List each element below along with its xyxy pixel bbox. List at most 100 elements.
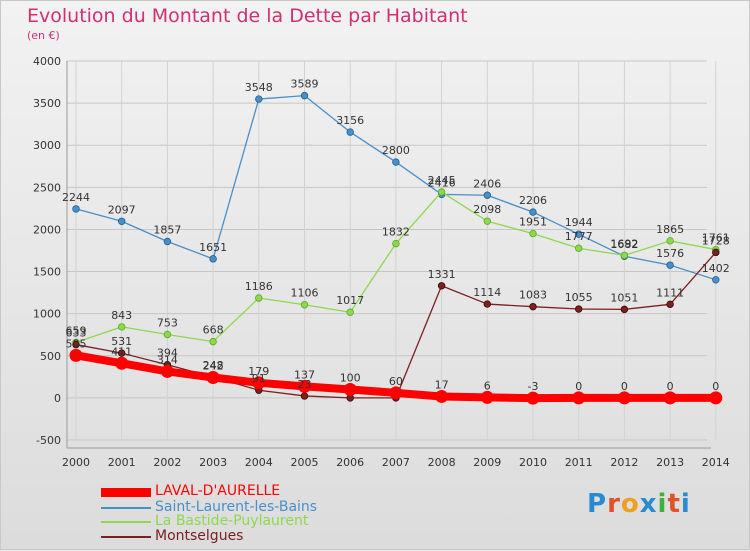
data-label: 17 xyxy=(435,378,449,391)
data-label: 0 xyxy=(667,380,674,393)
proxiti-logo: Proxiti xyxy=(587,489,691,519)
data-label: 2445 xyxy=(428,174,456,187)
data-point xyxy=(529,302,537,311)
data-label: 2416 xyxy=(428,176,456,189)
x-tick-label: 2003 xyxy=(199,456,227,469)
x-tick-label: 2010 xyxy=(519,456,547,469)
x-tick-label: 2005 xyxy=(291,456,319,469)
data-label: 1114 xyxy=(473,286,501,299)
data-label: 1111 xyxy=(656,286,684,299)
data-label: 0 xyxy=(712,380,719,393)
data-label: 1017 xyxy=(336,294,364,307)
data-label: 411 xyxy=(111,345,132,358)
data-label: 1832 xyxy=(382,226,410,239)
data-label: 60 xyxy=(389,375,403,388)
legend-label-saint-laurent: Saint-Laurent-les-Bains xyxy=(155,499,318,515)
logo-letter: P xyxy=(587,489,608,519)
data-point xyxy=(115,356,129,370)
y-tick-label: -500 xyxy=(36,434,61,447)
data-label: 91 xyxy=(252,372,266,385)
data-point xyxy=(117,323,126,331)
data-label: 1728 xyxy=(702,234,730,247)
x-tick-label: 2014 xyxy=(702,456,730,469)
data-label: 248 xyxy=(203,359,224,372)
data-point xyxy=(72,205,80,213)
x-tick-label: 2011 xyxy=(565,456,593,469)
data-label: 668 xyxy=(203,324,224,337)
x-tick-label: 2001 xyxy=(108,456,136,469)
data-point xyxy=(300,392,309,400)
data-point xyxy=(163,330,172,339)
data-label: 1951 xyxy=(519,216,547,229)
data-point xyxy=(529,208,537,216)
x-tick-label: 2004 xyxy=(245,456,273,469)
data-point xyxy=(298,379,311,393)
data-point xyxy=(526,391,540,405)
legend-swatch-laval xyxy=(101,488,151,497)
axes: -500050010001500200025003000350040002000… xyxy=(33,55,730,469)
logo-letter: x xyxy=(639,489,658,519)
chart-title: Evolution du Montant de la Dette par Hab… xyxy=(27,5,468,27)
y-tick-label: 3500 xyxy=(33,97,61,110)
data-label: 3589 xyxy=(291,78,319,91)
logo-letter: i xyxy=(680,489,691,519)
data-label: 1186 xyxy=(245,280,273,293)
data-label: 843 xyxy=(111,309,132,322)
data-point xyxy=(666,261,674,269)
data-point xyxy=(483,191,491,199)
data-label: 242 xyxy=(203,360,224,373)
data-point xyxy=(389,386,403,400)
y-tick-label: 1500 xyxy=(33,266,61,279)
data-label: 1331 xyxy=(428,268,456,281)
data-label: 1865 xyxy=(656,223,684,236)
legend-label-montselgues: Montselgues xyxy=(155,528,244,544)
data-label: 1055 xyxy=(565,291,593,304)
chart-unit: (en €) xyxy=(27,29,60,42)
data-label: 1651 xyxy=(199,241,227,254)
data-point xyxy=(163,237,172,246)
data-point xyxy=(435,389,449,403)
data-label: 1761 xyxy=(702,232,730,245)
data-point xyxy=(117,349,126,357)
data-label: 1051 xyxy=(610,291,638,304)
data-point xyxy=(392,158,400,166)
data-point xyxy=(666,300,674,309)
legend-label-bastide: La Bastide-Puylaurent xyxy=(155,513,309,529)
logo-letter: o xyxy=(620,489,640,519)
data-label: 100 xyxy=(340,371,361,384)
x-tick-label: 2009 xyxy=(473,456,501,469)
data-point xyxy=(392,239,400,248)
data-point xyxy=(620,251,629,260)
y-tick-label: 0 xyxy=(54,392,61,405)
data-label: 633 xyxy=(66,327,87,340)
x-tick-label: 2012 xyxy=(610,456,638,469)
data-point xyxy=(709,391,723,405)
y-tick-label: 2000 xyxy=(33,223,61,236)
data-point xyxy=(255,294,263,302)
data-point xyxy=(575,305,583,313)
data-label: 0 xyxy=(575,380,582,393)
data-label: 753 xyxy=(157,316,178,329)
data-label: 2098 xyxy=(473,203,501,216)
y-tick-label: 1000 xyxy=(33,308,61,321)
data-label: 2244 xyxy=(62,191,90,204)
data-point xyxy=(617,391,631,405)
data-label: 6 xyxy=(484,379,491,392)
data-point xyxy=(346,308,354,316)
data-point xyxy=(346,128,354,136)
data-point xyxy=(620,305,629,314)
data-label: 1083 xyxy=(519,289,547,302)
data-label: 1682 xyxy=(610,238,638,251)
data-point xyxy=(483,217,491,225)
logo-letter: r xyxy=(607,489,621,519)
data-point xyxy=(160,364,174,378)
data-point xyxy=(343,382,357,396)
data-point xyxy=(300,91,309,100)
x-tick-label: 2006 xyxy=(336,456,364,469)
data-label: -3 xyxy=(528,380,539,393)
data-point xyxy=(572,391,586,405)
data-label: 505 xyxy=(66,337,87,350)
data-label: 1944 xyxy=(565,216,593,229)
data-labels: 2244 2097 1857 1651 3548 3589 3156 2800 2416 2406… xyxy=(62,78,730,394)
